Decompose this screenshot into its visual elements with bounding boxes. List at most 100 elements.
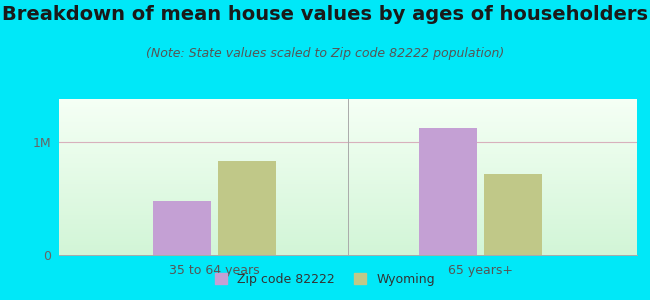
Bar [58, 134, 637, 135]
Bar [58, 204, 637, 206]
Bar [58, 141, 637, 142]
Bar [58, 252, 637, 254]
Bar [58, 167, 637, 168]
Bar [58, 107, 637, 108]
Bar [58, 117, 637, 119]
Bar [153, 201, 211, 255]
Bar [58, 225, 637, 226]
Bar [58, 207, 637, 208]
Bar [58, 158, 637, 159]
Bar [58, 246, 637, 247]
Bar [58, 202, 637, 203]
Bar [58, 108, 637, 110]
Bar [58, 155, 637, 156]
Bar [58, 131, 637, 133]
Bar [58, 154, 637, 155]
Bar [58, 236, 637, 237]
Bar [58, 238, 637, 239]
Bar [58, 198, 637, 199]
Bar [58, 164, 637, 165]
Bar [58, 159, 637, 160]
Bar [58, 120, 637, 121]
Bar [58, 116, 637, 117]
Text: Breakdown of mean house values by ages of householders: Breakdown of mean house values by ages o… [2, 4, 648, 23]
Bar [58, 239, 637, 241]
Bar [58, 223, 637, 224]
Bar [58, 189, 637, 190]
Bar [58, 145, 637, 146]
Bar [58, 129, 637, 130]
Bar [58, 139, 637, 141]
Bar [58, 241, 637, 242]
Bar [58, 199, 637, 200]
Bar [58, 221, 637, 223]
Bar [58, 219, 637, 220]
Bar [58, 200, 637, 202]
Bar [58, 147, 637, 148]
Bar [419, 128, 477, 255]
Bar [58, 122, 637, 124]
Bar [58, 151, 637, 152]
Bar [58, 148, 637, 150]
Bar [58, 224, 637, 225]
Bar [58, 250, 637, 251]
Bar [58, 99, 637, 100]
Bar [58, 229, 637, 230]
Bar [58, 143, 637, 145]
Bar [218, 161, 276, 255]
Bar [58, 233, 637, 234]
Bar [484, 174, 542, 255]
Bar [58, 196, 637, 198]
Bar [58, 110, 637, 111]
Bar [58, 226, 637, 228]
Bar [58, 178, 637, 180]
Bar [58, 212, 637, 213]
Bar [58, 181, 637, 182]
Bar [58, 163, 637, 164]
Bar [58, 209, 637, 211]
Bar [58, 180, 637, 181]
Bar [58, 172, 637, 173]
Bar [58, 191, 637, 193]
Bar [58, 161, 637, 163]
Bar [58, 112, 637, 113]
Bar [58, 254, 637, 255]
Bar [58, 247, 637, 248]
Bar [58, 213, 637, 215]
Bar [58, 237, 637, 238]
Bar [58, 121, 637, 122]
Bar [58, 146, 637, 147]
Bar [58, 137, 637, 138]
Bar [58, 106, 637, 107]
Bar [58, 194, 637, 195]
Bar [58, 186, 637, 188]
Bar [58, 215, 637, 216]
Bar [58, 169, 637, 170]
Bar [58, 156, 637, 158]
Bar [58, 102, 637, 103]
Bar [58, 100, 637, 102]
Bar [58, 242, 637, 243]
Bar [58, 234, 637, 236]
Bar [58, 115, 637, 116]
Bar [58, 230, 637, 232]
Bar [58, 128, 637, 129]
Bar [58, 142, 637, 143]
Bar [58, 138, 637, 139]
Bar [58, 165, 637, 166]
Bar [58, 208, 637, 209]
Bar [58, 217, 637, 219]
Bar [58, 173, 637, 174]
Bar [58, 243, 637, 244]
Bar [58, 203, 637, 204]
Bar [58, 195, 637, 196]
Bar [58, 220, 637, 221]
Bar [58, 113, 637, 115]
Bar [58, 177, 637, 178]
Bar [58, 130, 637, 131]
Bar [58, 150, 637, 151]
Bar [58, 185, 637, 186]
Bar [58, 125, 637, 126]
Bar [58, 104, 637, 106]
Bar [58, 168, 637, 169]
